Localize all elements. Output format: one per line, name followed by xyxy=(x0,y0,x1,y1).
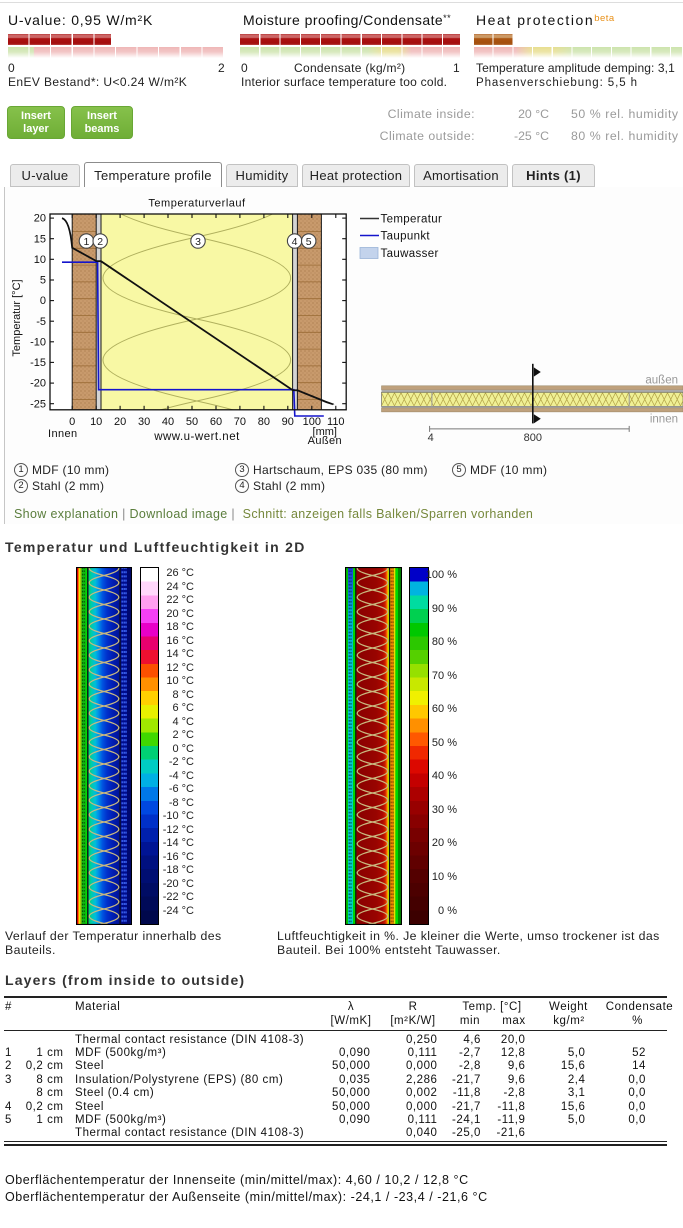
svg-text:50: 50 xyxy=(186,416,198,428)
svg-text:0: 0 xyxy=(40,295,46,307)
svg-text:110: 110 xyxy=(327,416,345,428)
svg-text:90: 90 xyxy=(282,416,294,428)
svg-text:10: 10 xyxy=(90,416,102,428)
svg-text:Innen: Innen xyxy=(48,428,78,440)
svg-text:-5: -5 xyxy=(36,316,46,328)
svg-text:Temperaturverlauf: Temperaturverlauf xyxy=(148,198,246,210)
svg-text:0: 0 xyxy=(69,416,75,428)
svg-text:[mm]: [mm] xyxy=(313,426,337,438)
svg-text:4: 4 xyxy=(428,432,434,444)
svg-text:www.u-wert.net: www.u-wert.net xyxy=(153,431,240,443)
svg-text:außen: außen xyxy=(645,375,678,387)
svg-text:Taupunkt: Taupunkt xyxy=(381,231,431,243)
svg-text:-15: -15 xyxy=(30,357,46,369)
svg-text:5: 5 xyxy=(306,236,312,248)
svg-text:4: 4 xyxy=(292,236,298,248)
svg-text:innen: innen xyxy=(650,414,678,426)
svg-text:-20: -20 xyxy=(30,378,46,390)
svg-text:20: 20 xyxy=(114,416,126,428)
svg-text:15: 15 xyxy=(34,233,46,245)
svg-text:-25: -25 xyxy=(30,398,46,410)
svg-text:70: 70 xyxy=(234,416,246,428)
svg-text:-10: -10 xyxy=(30,336,46,348)
svg-text:60: 60 xyxy=(210,416,222,428)
svg-text:Außen: Außen xyxy=(308,435,342,447)
svg-text:Temperatur: Temperatur xyxy=(381,214,443,226)
svg-text:800: 800 xyxy=(524,432,542,444)
svg-text:2: 2 xyxy=(97,236,103,248)
svg-text:10: 10 xyxy=(34,254,46,266)
svg-text:3: 3 xyxy=(195,236,201,248)
svg-text:1: 1 xyxy=(83,236,89,248)
svg-text:40: 40 xyxy=(162,416,174,428)
svg-text:100: 100 xyxy=(303,416,321,428)
svg-text:5: 5 xyxy=(40,275,46,287)
svg-text:30: 30 xyxy=(138,416,150,428)
svg-text:80: 80 xyxy=(258,416,270,428)
svg-text:Tauwasser: Tauwasser xyxy=(381,248,439,260)
svg-text:20: 20 xyxy=(34,213,46,225)
svg-text:Temperatur [°C]: Temperatur [°C] xyxy=(11,279,23,356)
